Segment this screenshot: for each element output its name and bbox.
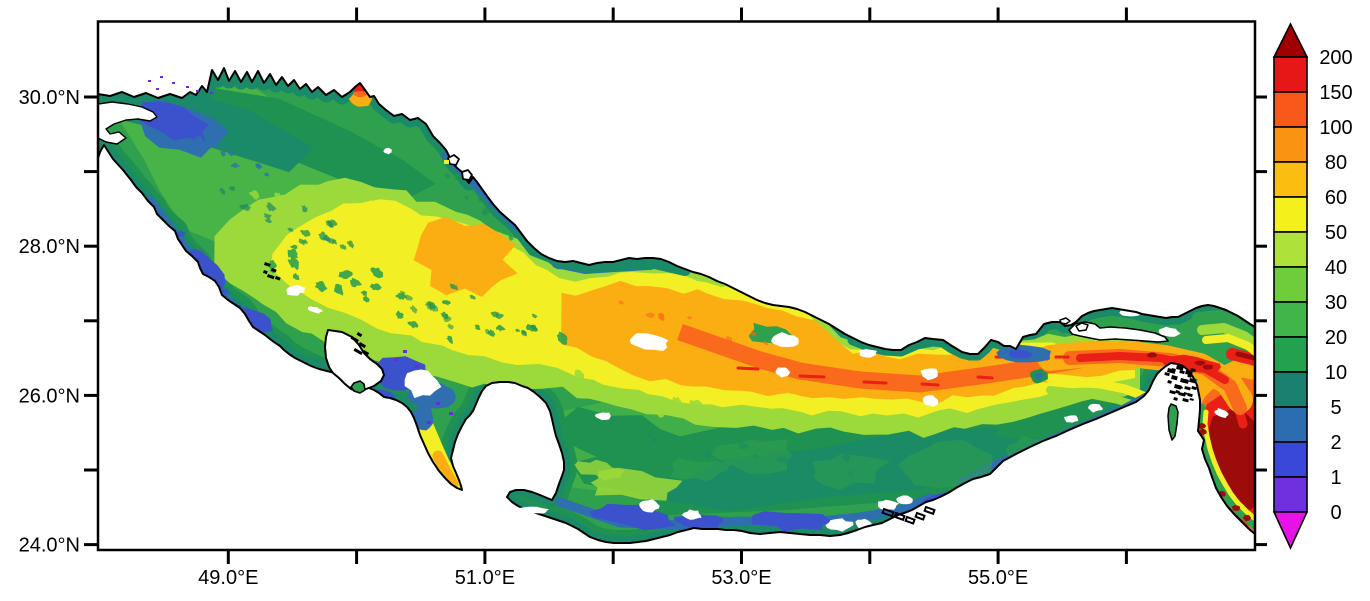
svg-text:20: 20: [1325, 327, 1347, 349]
svg-text:30: 30: [1325, 292, 1347, 314]
svg-text:5: 5: [1330, 397, 1341, 419]
svg-text:40: 40: [1325, 257, 1347, 279]
svg-text:55.0°E: 55.0°E: [968, 567, 1028, 589]
svg-text:49.0°E: 49.0°E: [198, 567, 258, 589]
svg-text:51.0°E: 51.0°E: [455, 567, 515, 589]
svg-text:53.0°E: 53.0°E: [711, 567, 771, 589]
svg-text:2: 2: [1330, 432, 1341, 454]
svg-text:30.0°N: 30.0°N: [19, 87, 80, 109]
svg-text:1: 1: [1330, 467, 1341, 489]
svg-text:150: 150: [1319, 82, 1352, 104]
svg-text:0: 0: [1330, 502, 1341, 524]
svg-text:26.0°N: 26.0°N: [19, 385, 80, 407]
svg-text:28.0°N: 28.0°N: [19, 236, 80, 258]
svg-text:60: 60: [1325, 187, 1347, 209]
svg-text:50: 50: [1325, 222, 1347, 244]
svg-text:100: 100: [1319, 117, 1352, 139]
svg-text:200: 200: [1319, 47, 1352, 69]
svg-text:24.0°N: 24.0°N: [19, 535, 80, 557]
svg-text:10: 10: [1325, 362, 1347, 384]
svg-text:80: 80: [1325, 152, 1347, 174]
